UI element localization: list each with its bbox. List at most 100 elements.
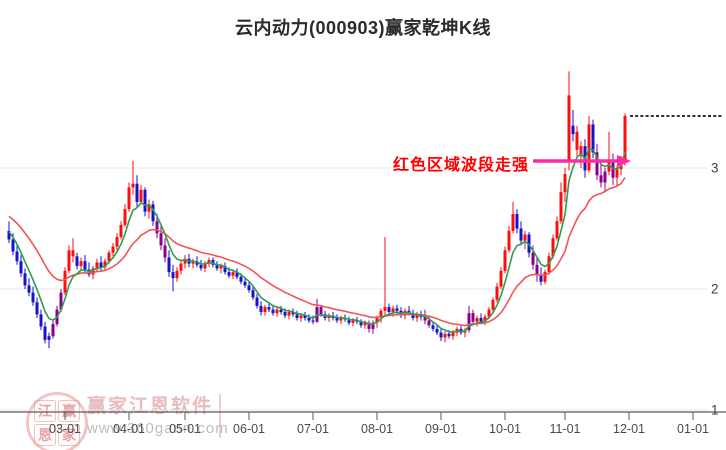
candle[interactable] <box>91 268 95 275</box>
candle[interactable] <box>443 333 447 338</box>
candle[interactable] <box>19 261 23 274</box>
candle[interactable] <box>519 228 523 241</box>
candle[interactable] <box>199 264 203 269</box>
candle[interactable] <box>243 281 247 286</box>
candle[interactable] <box>575 131 579 150</box>
candle[interactable] <box>7 230 11 240</box>
candle[interactable] <box>115 237 119 247</box>
candle[interactable] <box>367 322 371 329</box>
candle[interactable] <box>83 261 87 270</box>
candle[interactable] <box>503 250 507 271</box>
candle[interactable] <box>339 318 343 321</box>
candle[interactable] <box>207 260 211 264</box>
candle[interactable] <box>171 272 175 279</box>
candle[interactable] <box>415 314 419 318</box>
candle[interactable] <box>183 258 187 264</box>
candle[interactable] <box>191 261 195 264</box>
candle[interactable] <box>431 325 435 329</box>
candle[interactable] <box>303 315 307 318</box>
candle[interactable] <box>215 264 219 269</box>
candle[interactable] <box>195 261 199 265</box>
candle[interactable] <box>311 320 315 322</box>
candle[interactable] <box>63 270 67 293</box>
candle[interactable] <box>391 308 395 312</box>
candle[interactable] <box>227 272 231 276</box>
candle[interactable] <box>375 318 379 323</box>
candle[interactable] <box>543 272 547 282</box>
candle[interactable] <box>395 308 399 311</box>
candle[interactable] <box>451 332 455 337</box>
candle[interactable] <box>259 305 263 312</box>
candle[interactable] <box>587 124 591 171</box>
candle[interactable] <box>67 250 71 271</box>
candle[interactable] <box>363 322 367 326</box>
candle[interactable] <box>75 256 79 266</box>
candle[interactable] <box>299 315 303 318</box>
candle[interactable] <box>475 318 479 322</box>
candle[interactable] <box>147 204 151 212</box>
candle[interactable] <box>551 238 555 257</box>
candle[interactable] <box>43 326 47 340</box>
candle[interactable] <box>271 309 275 314</box>
candle[interactable] <box>151 204 155 222</box>
candle[interactable] <box>319 307 323 315</box>
candle[interactable] <box>251 290 255 298</box>
candle[interactable] <box>99 262 103 268</box>
candle[interactable] <box>307 318 311 321</box>
candle[interactable] <box>23 273 27 286</box>
candle[interactable] <box>479 318 483 322</box>
candle[interactable] <box>47 336 51 340</box>
candle[interactable] <box>327 315 331 318</box>
candle[interactable] <box>175 270 179 279</box>
candle[interactable] <box>507 230 511 251</box>
candle[interactable] <box>255 297 259 306</box>
candle[interactable] <box>263 307 267 312</box>
candle[interactable] <box>511 214 515 231</box>
candle[interactable] <box>483 316 487 322</box>
candle[interactable] <box>283 312 287 316</box>
candle[interactable] <box>27 285 31 293</box>
candle[interactable] <box>31 292 35 303</box>
candle[interactable] <box>103 261 107 268</box>
candle[interactable] <box>423 316 427 321</box>
candle[interactable] <box>123 209 127 225</box>
candle[interactable] <box>279 309 283 312</box>
candle[interactable] <box>247 285 251 291</box>
candle[interactable] <box>235 272 239 277</box>
candle[interactable] <box>131 183 135 188</box>
candle[interactable] <box>295 314 299 318</box>
candle[interactable] <box>35 302 39 315</box>
candle[interactable] <box>275 309 279 314</box>
candle[interactable] <box>427 320 431 326</box>
candle[interactable] <box>491 299 495 310</box>
candle[interactable] <box>167 257 171 273</box>
candle[interactable] <box>467 313 471 331</box>
candle[interactable] <box>523 234 527 241</box>
candle[interactable] <box>159 233 163 246</box>
candle[interactable] <box>515 214 519 229</box>
candle[interactable] <box>435 328 439 333</box>
candle[interactable] <box>223 266 227 273</box>
candle[interactable] <box>139 189 143 202</box>
candles[interactable] <box>7 71 627 349</box>
candle[interactable] <box>499 270 503 287</box>
candle[interactable] <box>11 239 15 252</box>
candle[interactable] <box>383 307 387 311</box>
candle[interactable] <box>351 320 355 323</box>
candle[interactable] <box>535 264 539 275</box>
candle[interactable] <box>79 261 83 266</box>
candle[interactable] <box>607 160 611 172</box>
candle[interactable] <box>531 252 535 265</box>
candle[interactable] <box>335 318 339 321</box>
candle[interactable] <box>39 314 43 327</box>
candle[interactable] <box>555 221 559 239</box>
candle[interactable] <box>439 332 443 338</box>
candle[interactable] <box>603 171 607 183</box>
candle[interactable] <box>623 116 627 161</box>
candle[interactable] <box>471 313 475 322</box>
candle[interactable] <box>387 307 391 312</box>
candle[interactable] <box>287 312 291 316</box>
candle[interactable] <box>71 250 75 257</box>
candle[interactable] <box>219 266 223 269</box>
